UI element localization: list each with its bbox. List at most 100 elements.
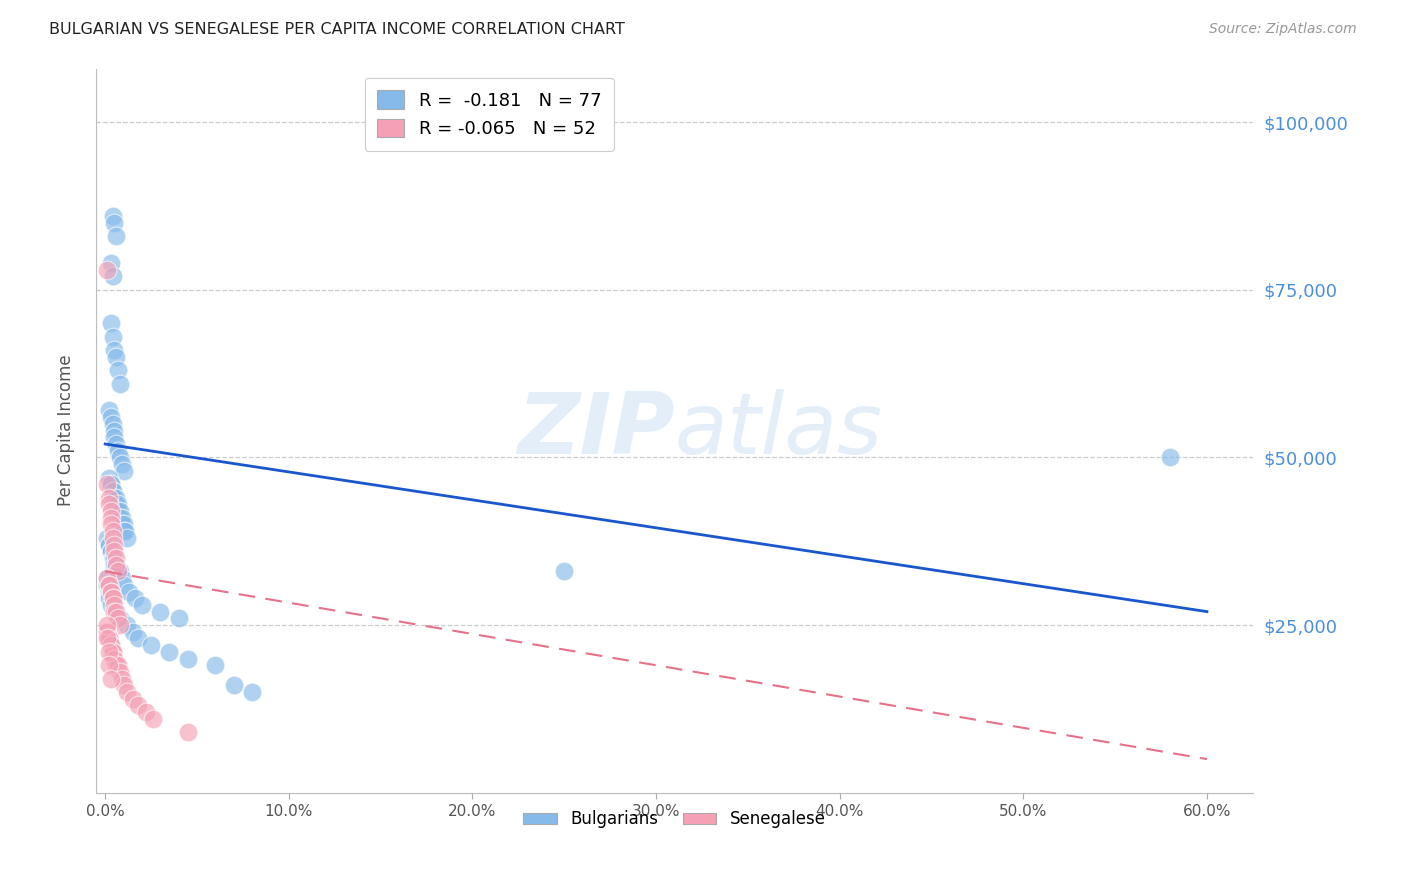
Point xyxy=(112,464,135,478)
Point xyxy=(100,504,122,518)
Point xyxy=(97,497,120,511)
Point xyxy=(101,483,124,498)
Point xyxy=(97,632,120,646)
Point xyxy=(96,632,118,646)
Point xyxy=(114,524,136,538)
Point xyxy=(1159,450,1181,465)
Point xyxy=(177,651,200,665)
Point xyxy=(149,605,172,619)
Point xyxy=(115,531,138,545)
Point xyxy=(105,605,128,619)
Point xyxy=(100,638,122,652)
Point xyxy=(103,216,125,230)
Point xyxy=(103,538,125,552)
Point xyxy=(97,470,120,484)
Point xyxy=(97,538,120,552)
Point xyxy=(105,350,128,364)
Point xyxy=(111,457,134,471)
Text: atlas: atlas xyxy=(675,389,883,472)
Point xyxy=(107,611,129,625)
Point xyxy=(105,605,128,619)
Point xyxy=(97,578,120,592)
Point xyxy=(103,605,125,619)
Point xyxy=(103,651,125,665)
Point xyxy=(96,531,118,545)
Point xyxy=(127,698,149,713)
Point xyxy=(100,598,122,612)
Point xyxy=(111,510,134,524)
Point xyxy=(101,591,124,606)
Y-axis label: Per Capita Income: Per Capita Income xyxy=(58,355,75,507)
Point xyxy=(105,497,128,511)
Point xyxy=(240,685,263,699)
Point xyxy=(103,544,125,558)
Point xyxy=(101,591,124,606)
Point xyxy=(121,624,143,639)
Point xyxy=(100,672,122,686)
Point xyxy=(108,376,131,391)
Point xyxy=(105,491,128,505)
Point xyxy=(159,645,181,659)
Point xyxy=(222,678,245,692)
Point xyxy=(112,517,135,532)
Point xyxy=(108,665,131,679)
Text: ZIP: ZIP xyxy=(517,389,675,472)
Point xyxy=(97,491,120,505)
Point xyxy=(115,618,138,632)
Point xyxy=(103,491,125,505)
Point xyxy=(96,624,118,639)
Point xyxy=(167,611,190,625)
Point xyxy=(96,571,118,585)
Point xyxy=(103,651,125,665)
Point xyxy=(131,598,153,612)
Point xyxy=(101,524,124,538)
Point xyxy=(107,504,129,518)
Point xyxy=(112,578,135,592)
Point xyxy=(103,551,125,566)
Point xyxy=(139,638,162,652)
Point xyxy=(100,256,122,270)
Point xyxy=(97,658,120,673)
Point xyxy=(100,410,122,425)
Point xyxy=(112,524,135,538)
Point xyxy=(97,645,120,659)
Point xyxy=(96,571,118,585)
Point xyxy=(101,269,124,284)
Point xyxy=(105,229,128,244)
Point xyxy=(100,477,122,491)
Point xyxy=(135,705,157,719)
Point xyxy=(107,363,129,377)
Point xyxy=(107,565,129,579)
Point xyxy=(107,497,129,511)
Point xyxy=(107,658,129,673)
Point xyxy=(105,551,128,566)
Point xyxy=(101,645,124,659)
Point xyxy=(101,531,124,545)
Point xyxy=(124,591,146,606)
Point xyxy=(100,544,122,558)
Text: Source: ZipAtlas.com: Source: ZipAtlas.com xyxy=(1209,22,1357,37)
Point xyxy=(108,611,131,625)
Point xyxy=(108,504,131,518)
Point xyxy=(96,578,118,592)
Point xyxy=(100,544,122,558)
Point xyxy=(101,483,124,498)
Point xyxy=(97,584,120,599)
Point xyxy=(96,618,118,632)
Point xyxy=(108,565,131,579)
Point xyxy=(121,691,143,706)
Point xyxy=(105,558,128,572)
Point xyxy=(101,551,124,566)
Point xyxy=(111,672,134,686)
Point xyxy=(100,477,122,491)
Point xyxy=(553,565,575,579)
Point xyxy=(115,685,138,699)
Point xyxy=(101,645,124,659)
Point xyxy=(105,658,128,673)
Point xyxy=(101,329,124,343)
Point xyxy=(100,584,122,599)
Point xyxy=(100,584,122,599)
Point xyxy=(177,725,200,739)
Point xyxy=(100,638,122,652)
Point xyxy=(103,598,125,612)
